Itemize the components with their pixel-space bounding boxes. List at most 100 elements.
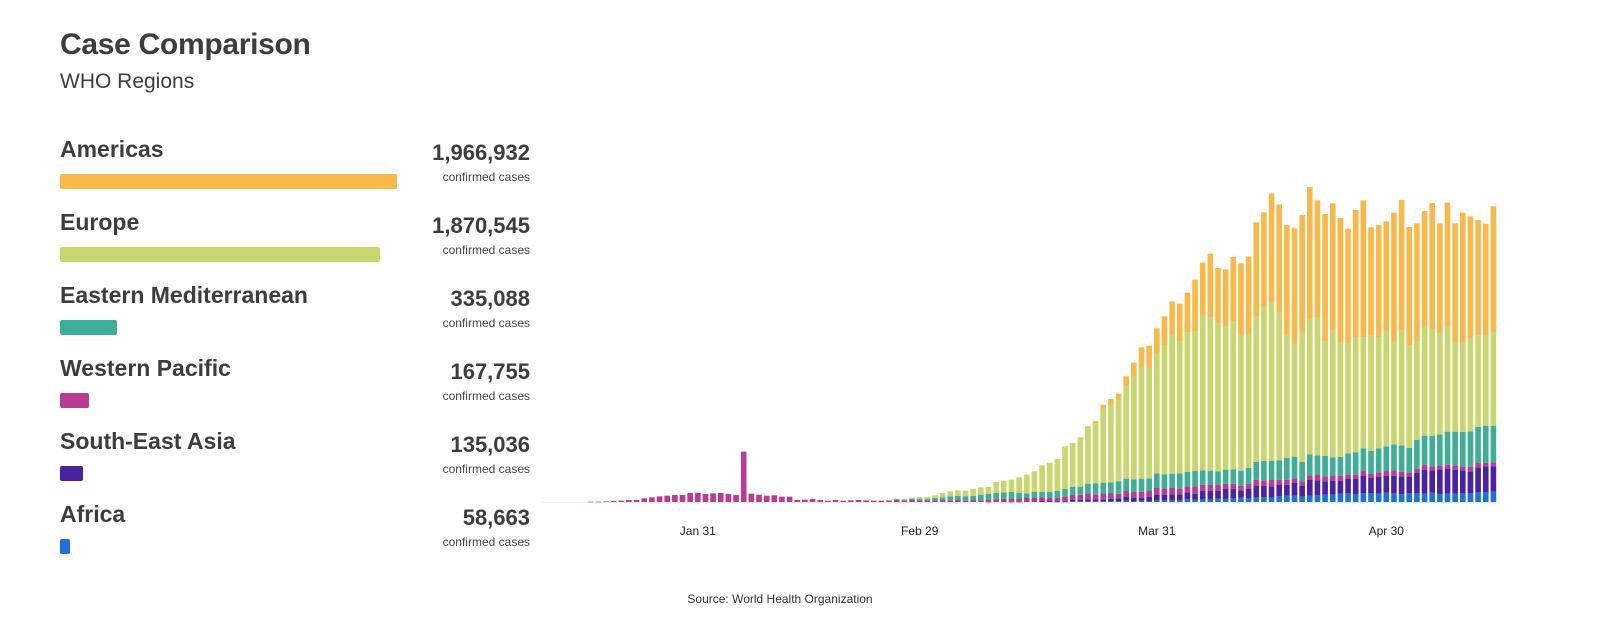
region-bar	[60, 539, 70, 554]
bar-segment-western-pacific	[1169, 488, 1175, 495]
bar-segment-europe	[1391, 341, 1397, 445]
bar-segment-western-pacific	[993, 499, 999, 502]
bar-segment-europe	[1467, 338, 1474, 432]
legend-row-western-pacific[interactable]: Western Pacific 167,755 confirmed cases	[60, 355, 530, 428]
bar-segment-western-pacific	[1383, 471, 1390, 476]
bar-segment-western-pacific	[1284, 479, 1290, 485]
bar-segment-eastern-mediterranean	[1008, 492, 1015, 499]
bar-segment-africa	[1077, 501, 1084, 502]
bar-segment-europe	[1460, 343, 1466, 432]
bar-segment-western-pacific	[687, 493, 693, 502]
bar-segment-south-east-asia	[1291, 483, 1298, 496]
bar-segment-europe	[962, 490, 969, 497]
bar-segment-americas	[1299, 215, 1305, 332]
bar-segment-western-pacific	[763, 495, 770, 502]
bar-segment-eastern-mediterranean	[1360, 448, 1367, 471]
bar-segment-europe	[1352, 337, 1359, 453]
bar-segment-europe	[1253, 316, 1260, 462]
bar-segment-europe	[1307, 319, 1313, 455]
bar-segment-europe	[916, 497, 923, 499]
bar-segment-europe	[1482, 335, 1489, 426]
bar-segment-western-pacific	[1414, 468, 1420, 473]
bar-segment-eastern-mediterranean	[1391, 444, 1397, 471]
bar-segment-europe	[1444, 326, 1451, 432]
bar-segment-western-pacific	[786, 496, 793, 502]
bar-segment-western-pacific	[809, 499, 816, 502]
bar-segment-europe	[1199, 315, 1206, 471]
bar-segment-eastern-mediterranean	[939, 497, 946, 500]
bar-segment-south-east-asia	[1490, 466, 1497, 492]
bar-segment-eastern-mediterranean	[1368, 450, 1374, 474]
bar-segment-western-pacific	[1207, 485, 1214, 491]
bar-segment-europe	[1452, 342, 1458, 432]
bar-segment-south-east-asia	[1192, 493, 1198, 500]
bar-segment-south-east-asia	[1016, 501, 1022, 503]
bar-segment-americas	[1184, 292, 1191, 333]
bar-segment-eastern-mediterranean	[1299, 462, 1305, 482]
bar-segment-eastern-mediterranean	[947, 496, 954, 501]
bar-segment-western-pacific	[1054, 497, 1061, 501]
bar-segment-europe	[1077, 438, 1084, 487]
bar-segment-americas	[1329, 203, 1336, 331]
region-name: Europe	[60, 209, 140, 235]
bar-segment-eastern-mediterranean	[1001, 492, 1007, 499]
bar-segment-western-pacific	[1192, 486, 1198, 494]
bar-segment-western-pacific	[1062, 496, 1068, 501]
bar-segment-americas	[1215, 268, 1221, 324]
bar-segment-eastern-mediterranean	[962, 496, 969, 501]
legend-row-eastern-mediterranean[interactable]: Eastern Mediterranean 335,088 confirmed …	[60, 282, 530, 355]
bar-segment-south-east-asia	[1398, 476, 1405, 495]
bar-segment-europe	[1161, 345, 1168, 475]
bar-segment-europe	[955, 490, 961, 496]
bar-segment-western-pacific	[695, 493, 701, 502]
bar-segment-western-pacific	[1421, 464, 1428, 470]
bar-segment-africa	[1245, 498, 1252, 502]
bar-segment-europe	[1001, 480, 1007, 493]
bar-segment-africa	[1062, 501, 1068, 503]
bar-segment-europe	[1261, 307, 1267, 461]
bar-segment-western-pacific	[794, 500, 801, 502]
region-bar	[60, 247, 380, 262]
bar-segment-western-pacific	[825, 500, 831, 502]
bar-segment-europe	[1085, 427, 1091, 484]
legend-row-americas[interactable]: Americas 1,966,932 confirmed cases	[60, 136, 530, 209]
bar-segment-africa	[1475, 492, 1481, 502]
bar-segment-western-pacific	[909, 500, 915, 502]
bar-segment-western-pacific	[955, 500, 961, 502]
bar-segment-americas	[1092, 421, 1099, 424]
legend-row-europe[interactable]: Europe 1,870,545 confirmed cases	[60, 209, 530, 282]
bar-segment-eastern-mediterranean	[1176, 473, 1183, 489]
bar-segment-south-east-asia	[1154, 495, 1160, 500]
page-title: Case Comparison	[60, 28, 311, 61]
bar-segment-western-pacific	[1238, 485, 1244, 491]
bar-segment-western-pacific	[832, 500, 839, 502]
x-tick-label: Feb 29	[901, 524, 939, 538]
bar-segment-western-pacific	[1398, 471, 1405, 477]
bar-segment-africa	[1131, 501, 1137, 502]
bar-segment-africa	[1421, 493, 1428, 502]
bar-segment-eastern-mediterranean	[1169, 473, 1175, 488]
bar-segment-south-east-asia	[1360, 476, 1367, 493]
bar-segment-americas	[1291, 228, 1298, 345]
bar-segment-western-pacific	[1039, 497, 1045, 501]
bar-segment-western-pacific	[855, 500, 862, 502]
bar-segment-western-pacific	[1176, 488, 1183, 495]
bar-segment-africa	[1284, 495, 1290, 502]
region-name: Eastern Mediterranean	[60, 282, 308, 308]
bar-segment-americas	[1467, 216, 1474, 339]
legend-row-south-east-asia[interactable]: South-East Asia 135,036 confirmed cases	[60, 428, 530, 501]
bar-segment-eastern-mediterranean	[924, 498, 931, 501]
bar-segment-western-pacific	[771, 495, 778, 502]
bar-segment-africa	[1414, 493, 1420, 502]
bar-segment-africa	[1215, 498, 1221, 502]
bar-segment-eastern-mediterranean	[1230, 469, 1237, 484]
bar-segment-south-east-asia	[1337, 481, 1344, 494]
bar-segment-europe	[1154, 354, 1160, 474]
bar-segment-americas	[1307, 187, 1313, 319]
region-unit: confirmed cases	[442, 389, 530, 403]
legend-row-africa[interactable]: Africa 58,663 confirmed cases	[60, 501, 530, 574]
bar-segment-europe	[1046, 462, 1053, 492]
bar-segment-europe	[970, 489, 976, 496]
bar-segment-western-pacific	[1322, 476, 1328, 482]
bar-segment-americas	[1460, 212, 1466, 343]
